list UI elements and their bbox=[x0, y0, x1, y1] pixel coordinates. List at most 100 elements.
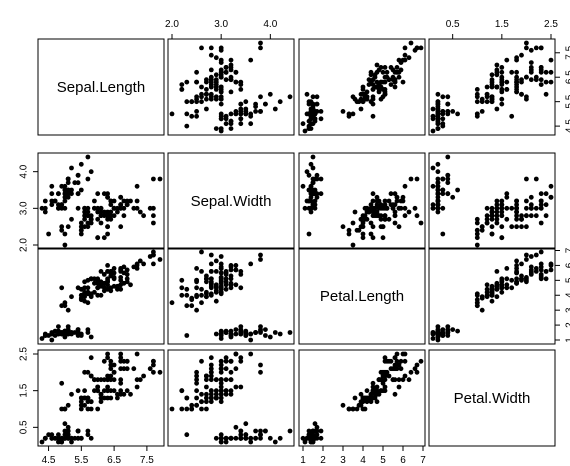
data-point bbox=[228, 331, 234, 337]
data-point bbox=[134, 183, 140, 189]
tick-label: 2 bbox=[565, 322, 570, 328]
data-point bbox=[233, 351, 239, 357]
data-point bbox=[228, 89, 234, 95]
data-point bbox=[484, 84, 490, 90]
data-point bbox=[509, 205, 515, 211]
data-point bbox=[310, 165, 316, 171]
tick-label: 6 bbox=[565, 262, 570, 268]
data-point bbox=[69, 294, 74, 300]
data-point bbox=[194, 277, 200, 283]
data-point bbox=[101, 213, 107, 219]
data-point bbox=[310, 180, 316, 186]
data-point bbox=[69, 191, 74, 197]
data-point bbox=[306, 187, 312, 193]
data-point bbox=[59, 183, 65, 189]
data-point bbox=[179, 87, 185, 92]
data-point bbox=[228, 121, 234, 127]
data-point bbox=[204, 96, 209, 102]
data-point bbox=[538, 264, 544, 270]
data-point bbox=[362, 213, 368, 219]
data-point bbox=[382, 213, 388, 219]
data-point bbox=[374, 69, 380, 75]
data-point bbox=[223, 276, 229, 282]
data-point bbox=[223, 77, 229, 83]
data-point bbox=[396, 57, 402, 63]
data-point bbox=[548, 69, 554, 75]
data-point bbox=[92, 276, 97, 282]
data-point bbox=[243, 99, 249, 105]
data-point bbox=[213, 55, 219, 61]
data-point bbox=[310, 94, 316, 100]
data-point bbox=[440, 116, 446, 122]
data-point bbox=[312, 421, 318, 427]
data-point bbox=[101, 388, 107, 394]
data-point bbox=[228, 369, 234, 375]
data-point bbox=[430, 202, 436, 208]
data-point bbox=[208, 52, 214, 58]
data-point bbox=[440, 191, 446, 197]
data-point bbox=[267, 334, 273, 340]
data-point bbox=[88, 220, 94, 226]
data-point bbox=[194, 109, 200, 114]
data-point bbox=[277, 99, 283, 105]
data-point bbox=[157, 257, 163, 262]
data-point bbox=[382, 89, 388, 95]
data-point bbox=[528, 194, 534, 200]
data-point bbox=[514, 198, 519, 204]
data-point bbox=[194, 369, 200, 375]
data-point bbox=[372, 205, 378, 211]
data-point bbox=[56, 331, 61, 337]
tick-label: 3.0 bbox=[19, 201, 30, 215]
data-point bbox=[141, 213, 147, 219]
data-point bbox=[118, 202, 124, 208]
panel-r3-c4 bbox=[428, 247, 556, 345]
data-point bbox=[376, 205, 382, 211]
data-point bbox=[85, 399, 91, 405]
data-point bbox=[400, 79, 406, 85]
data-point bbox=[179, 82, 185, 87]
data-point bbox=[362, 406, 368, 412]
data-point bbox=[538, 272, 544, 277]
data-point bbox=[223, 113, 229, 119]
data-point bbox=[499, 276, 505, 282]
data-point bbox=[69, 187, 74, 193]
data-point bbox=[98, 269, 104, 274]
data-point bbox=[151, 261, 156, 267]
data-point bbox=[194, 79, 200, 85]
data-point bbox=[474, 242, 480, 248]
panel-r4-c3 bbox=[298, 349, 426, 447]
data-point bbox=[524, 74, 529, 80]
data-point bbox=[310, 191, 316, 197]
data-point bbox=[370, 224, 376, 230]
data-point bbox=[440, 176, 446, 182]
tick-label: 5 bbox=[565, 277, 570, 283]
data-point bbox=[524, 45, 529, 51]
data-point bbox=[519, 224, 524, 230]
data-point bbox=[118, 275, 124, 280]
data-point bbox=[72, 330, 78, 335]
data-point bbox=[489, 224, 495, 230]
data-point bbox=[85, 224, 91, 230]
data-point bbox=[78, 297, 84, 303]
data-point bbox=[504, 57, 510, 63]
data-point bbox=[194, 380, 200, 386]
data-point bbox=[514, 69, 519, 75]
data-point bbox=[59, 380, 65, 386]
data-point bbox=[218, 270, 224, 276]
data-point bbox=[504, 191, 510, 197]
data-point bbox=[49, 435, 55, 441]
data-point bbox=[218, 362, 224, 368]
data-point bbox=[208, 377, 214, 383]
data-point bbox=[218, 432, 224, 438]
data-point bbox=[218, 358, 224, 364]
data-point bbox=[370, 380, 376, 386]
data-point bbox=[318, 176, 324, 182]
data-point bbox=[340, 224, 346, 230]
data-point bbox=[243, 432, 249, 438]
data-point bbox=[538, 198, 544, 204]
data-point bbox=[306, 231, 312, 237]
data-point bbox=[85, 285, 91, 291]
data-point bbox=[238, 82, 244, 87]
panel-frame bbox=[167, 152, 295, 250]
data-point bbox=[392, 366, 398, 372]
